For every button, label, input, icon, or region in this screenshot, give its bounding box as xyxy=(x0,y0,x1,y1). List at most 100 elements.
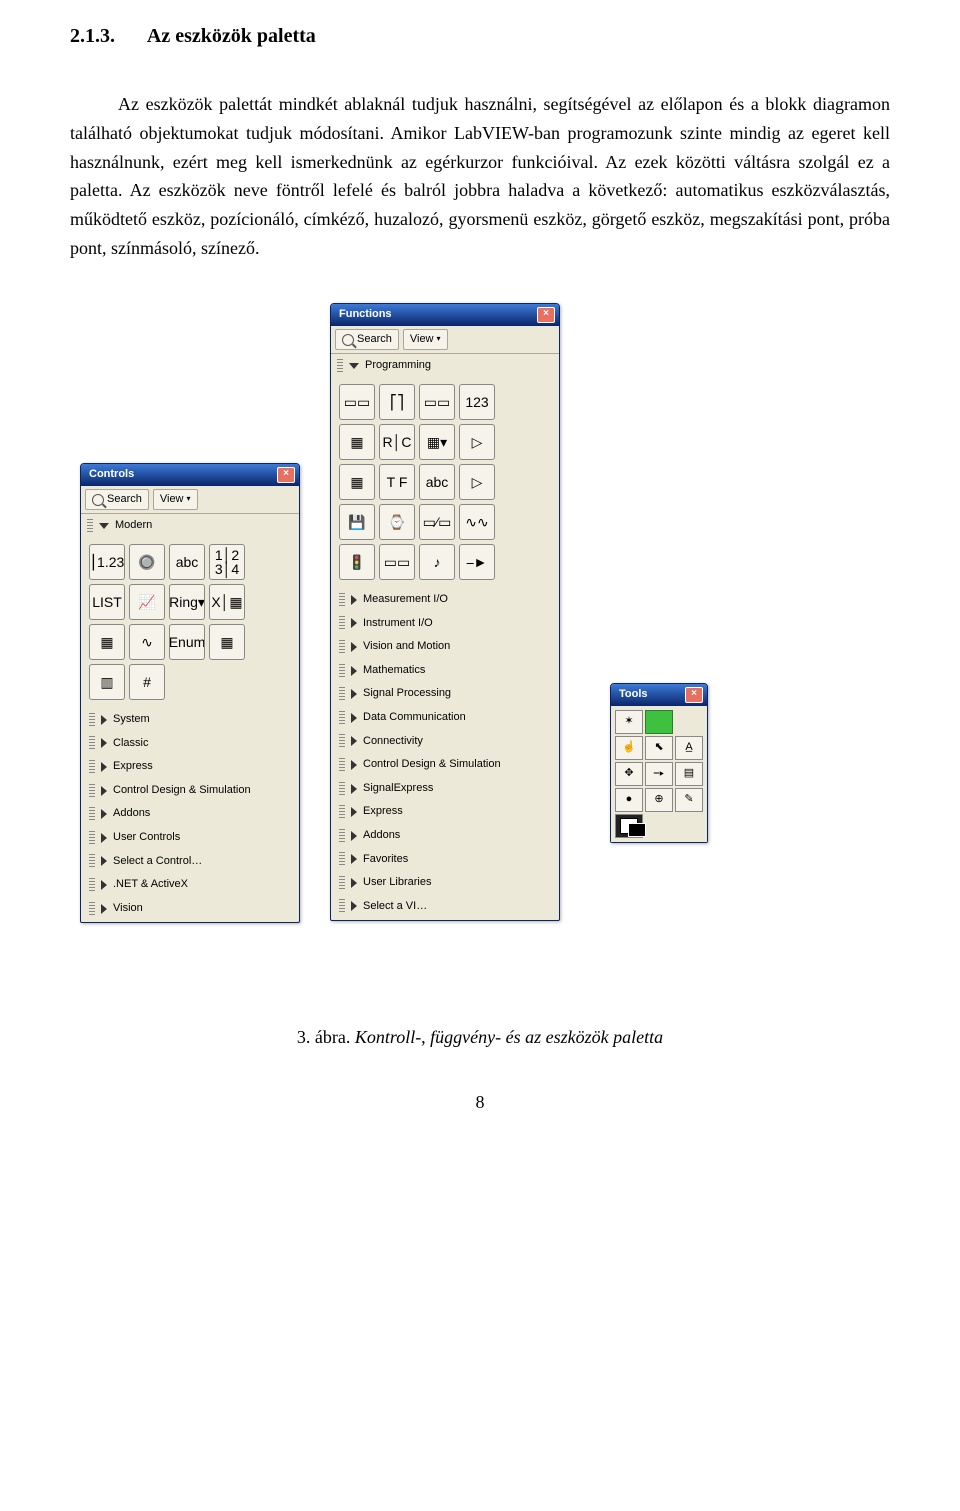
category-item[interactable]: Select a Control… xyxy=(81,850,299,874)
controls-icon[interactable]: X│▦ xyxy=(209,584,245,620)
category-label: Addons xyxy=(113,805,150,823)
expand-icon xyxy=(351,854,357,864)
tool-wire[interactable]: ✥ xyxy=(615,762,643,786)
category-item[interactable]: Measurement I/O xyxy=(331,588,559,612)
controls-toolbar: Search View ▾ xyxy=(81,486,299,515)
expand-icon xyxy=(351,901,357,911)
category-item[interactable]: Classic xyxy=(81,732,299,756)
category-item[interactable]: Addons xyxy=(81,802,299,826)
functions-icon[interactable]: ⎯► xyxy=(459,544,495,580)
category-item[interactable]: Express xyxy=(81,755,299,779)
category-item[interactable]: SignalExpress xyxy=(331,777,559,801)
functions-icon[interactable]: ⌚ xyxy=(379,504,415,540)
controls-icon[interactable]: ▦ xyxy=(89,624,125,660)
controls-icon[interactable]: Enum xyxy=(169,624,205,660)
category-item[interactable]: Express xyxy=(331,800,559,824)
tool-operate[interactable]: ☝ xyxy=(615,736,643,760)
controls-icon[interactable]: Ring▾ xyxy=(169,584,205,620)
controls-icon[interactable]: 1│2 3│4 xyxy=(209,544,245,580)
category-item[interactable]: Connectivity xyxy=(331,730,559,754)
functions-icon[interactable]: ▭▭ xyxy=(419,384,455,420)
category-item[interactable]: User Libraries xyxy=(331,871,559,895)
controls-icon[interactable]: ▦ xyxy=(209,624,245,660)
functions-icon[interactable]: ▦▾ xyxy=(419,424,455,460)
controls-icon[interactable]: 🔘 xyxy=(129,544,165,580)
category-label: User Controls xyxy=(113,829,180,847)
grip-icon xyxy=(337,359,343,373)
functions-group-header[interactable]: Programming xyxy=(331,354,559,378)
category-item[interactable]: Vision xyxy=(81,897,299,921)
category-item[interactable]: Data Communication xyxy=(331,706,559,730)
functions-icon[interactable]: ♪ xyxy=(419,544,455,580)
category-item[interactable]: User Controls xyxy=(81,826,299,850)
functions-icon[interactable]: ▦ xyxy=(339,464,375,500)
functions-icon[interactable]: 🚦 xyxy=(339,544,375,580)
tool-probe[interactable]: ⊕ xyxy=(645,788,673,812)
palette-glyph-icon: ▷ xyxy=(472,435,483,449)
palette-glyph-icon: T F xyxy=(387,475,408,489)
search-icon xyxy=(342,334,354,346)
tool-label[interactable]: A̲ xyxy=(675,736,703,760)
palette-glyph-icon: ▭▭ xyxy=(384,555,410,569)
functions-icon[interactable]: ⎡⎤ xyxy=(379,384,415,420)
tool-color-copy[interactable]: ✎ xyxy=(675,788,703,812)
expand-icon xyxy=(351,831,357,841)
controls-group-header[interactable]: Modern xyxy=(81,514,299,538)
functions-icon[interactable]: abc xyxy=(419,464,455,500)
category-item[interactable]: Instrument I/O xyxy=(331,612,559,636)
close-icon[interactable]: × xyxy=(685,687,703,703)
category-item[interactable]: Signal Processing xyxy=(331,682,559,706)
close-icon[interactable]: × xyxy=(537,307,555,323)
category-item[interactable]: .NET & ActiveX xyxy=(81,873,299,897)
functions-icon[interactable]: R│C xyxy=(379,424,415,460)
controls-icon[interactable]: 📈 xyxy=(129,584,165,620)
category-item[interactable]: Mathematics xyxy=(331,659,559,683)
tool-led-indicator[interactable] xyxy=(645,710,673,734)
tool-color[interactable] xyxy=(615,814,643,838)
category-item[interactable]: Select a VI… xyxy=(331,895,559,919)
palette-glyph-icon: abc xyxy=(176,555,199,569)
view-button[interactable]: View ▾ xyxy=(153,489,198,511)
palette-glyph-icon: Ring▾ xyxy=(169,595,205,609)
functions-icon[interactable]: ∿∿ xyxy=(459,504,495,540)
tool-scroll[interactable]: ▤ xyxy=(675,762,703,786)
tool-breakpoint[interactable]: ● xyxy=(615,788,643,812)
controls-icon[interactable]: abc xyxy=(169,544,205,580)
search-button[interactable]: Search xyxy=(85,489,149,511)
functions-icon[interactable]: ▦ xyxy=(339,424,375,460)
search-label: Search xyxy=(357,331,392,349)
controls-icon[interactable]: ⎮1.23 xyxy=(89,544,125,580)
functions-icon[interactable]: 💾 xyxy=(339,504,375,540)
category-item[interactable]: System xyxy=(81,708,299,732)
tool-position[interactable]: ⬉ xyxy=(645,736,673,760)
functions-icon[interactable]: ▷ xyxy=(459,464,495,500)
close-icon[interactable]: × xyxy=(277,467,295,483)
body-paragraph: Az eszközök palettát mindkét ablaknál tu… xyxy=(70,90,890,263)
functions-palette: Functions × Search View ▾ Programming ▭▭… xyxy=(330,303,560,922)
category-item[interactable]: Favorites xyxy=(331,848,559,872)
category-item[interactable]: Control Design & Simulation xyxy=(331,753,559,777)
palette-glyph-icon: 🚦 xyxy=(348,555,365,569)
expand-icon xyxy=(349,363,359,369)
controls-icon[interactable]: # xyxy=(129,664,165,700)
palette-glyph-icon: ⌚ xyxy=(388,515,405,529)
palette-glyph-icon: ⎮1.23 xyxy=(90,555,125,569)
tool-shortcut-menu[interactable]: ⎯▸ xyxy=(645,762,673,786)
expand-icon xyxy=(351,784,357,794)
functions-icon[interactable]: ▭▭ xyxy=(339,384,375,420)
controls-icon[interactable]: LIST xyxy=(89,584,125,620)
controls-icon[interactable]: ∿ xyxy=(129,624,165,660)
category-item[interactable]: Control Design & Simulation xyxy=(81,779,299,803)
category-item[interactable]: Vision and Motion xyxy=(331,635,559,659)
controls-icon[interactable]: ▥ xyxy=(89,664,125,700)
tool-auto-select[interactable]: ✶ xyxy=(615,710,643,734)
search-button[interactable]: Search xyxy=(335,329,399,351)
functions-icon[interactable]: ▭⁄▭ xyxy=(419,504,455,540)
functions-icon[interactable]: ▷ xyxy=(459,424,495,460)
view-button[interactable]: View ▾ xyxy=(403,329,448,351)
category-item[interactable]: Addons xyxy=(331,824,559,848)
functions-icon[interactable]: 123 xyxy=(459,384,495,420)
functions-icon[interactable]: ▭▭ xyxy=(379,544,415,580)
figure-area: Controls × Search View ▾ Modern ⎮1.23🔘ab xyxy=(70,303,890,1003)
functions-icon[interactable]: T F xyxy=(379,464,415,500)
